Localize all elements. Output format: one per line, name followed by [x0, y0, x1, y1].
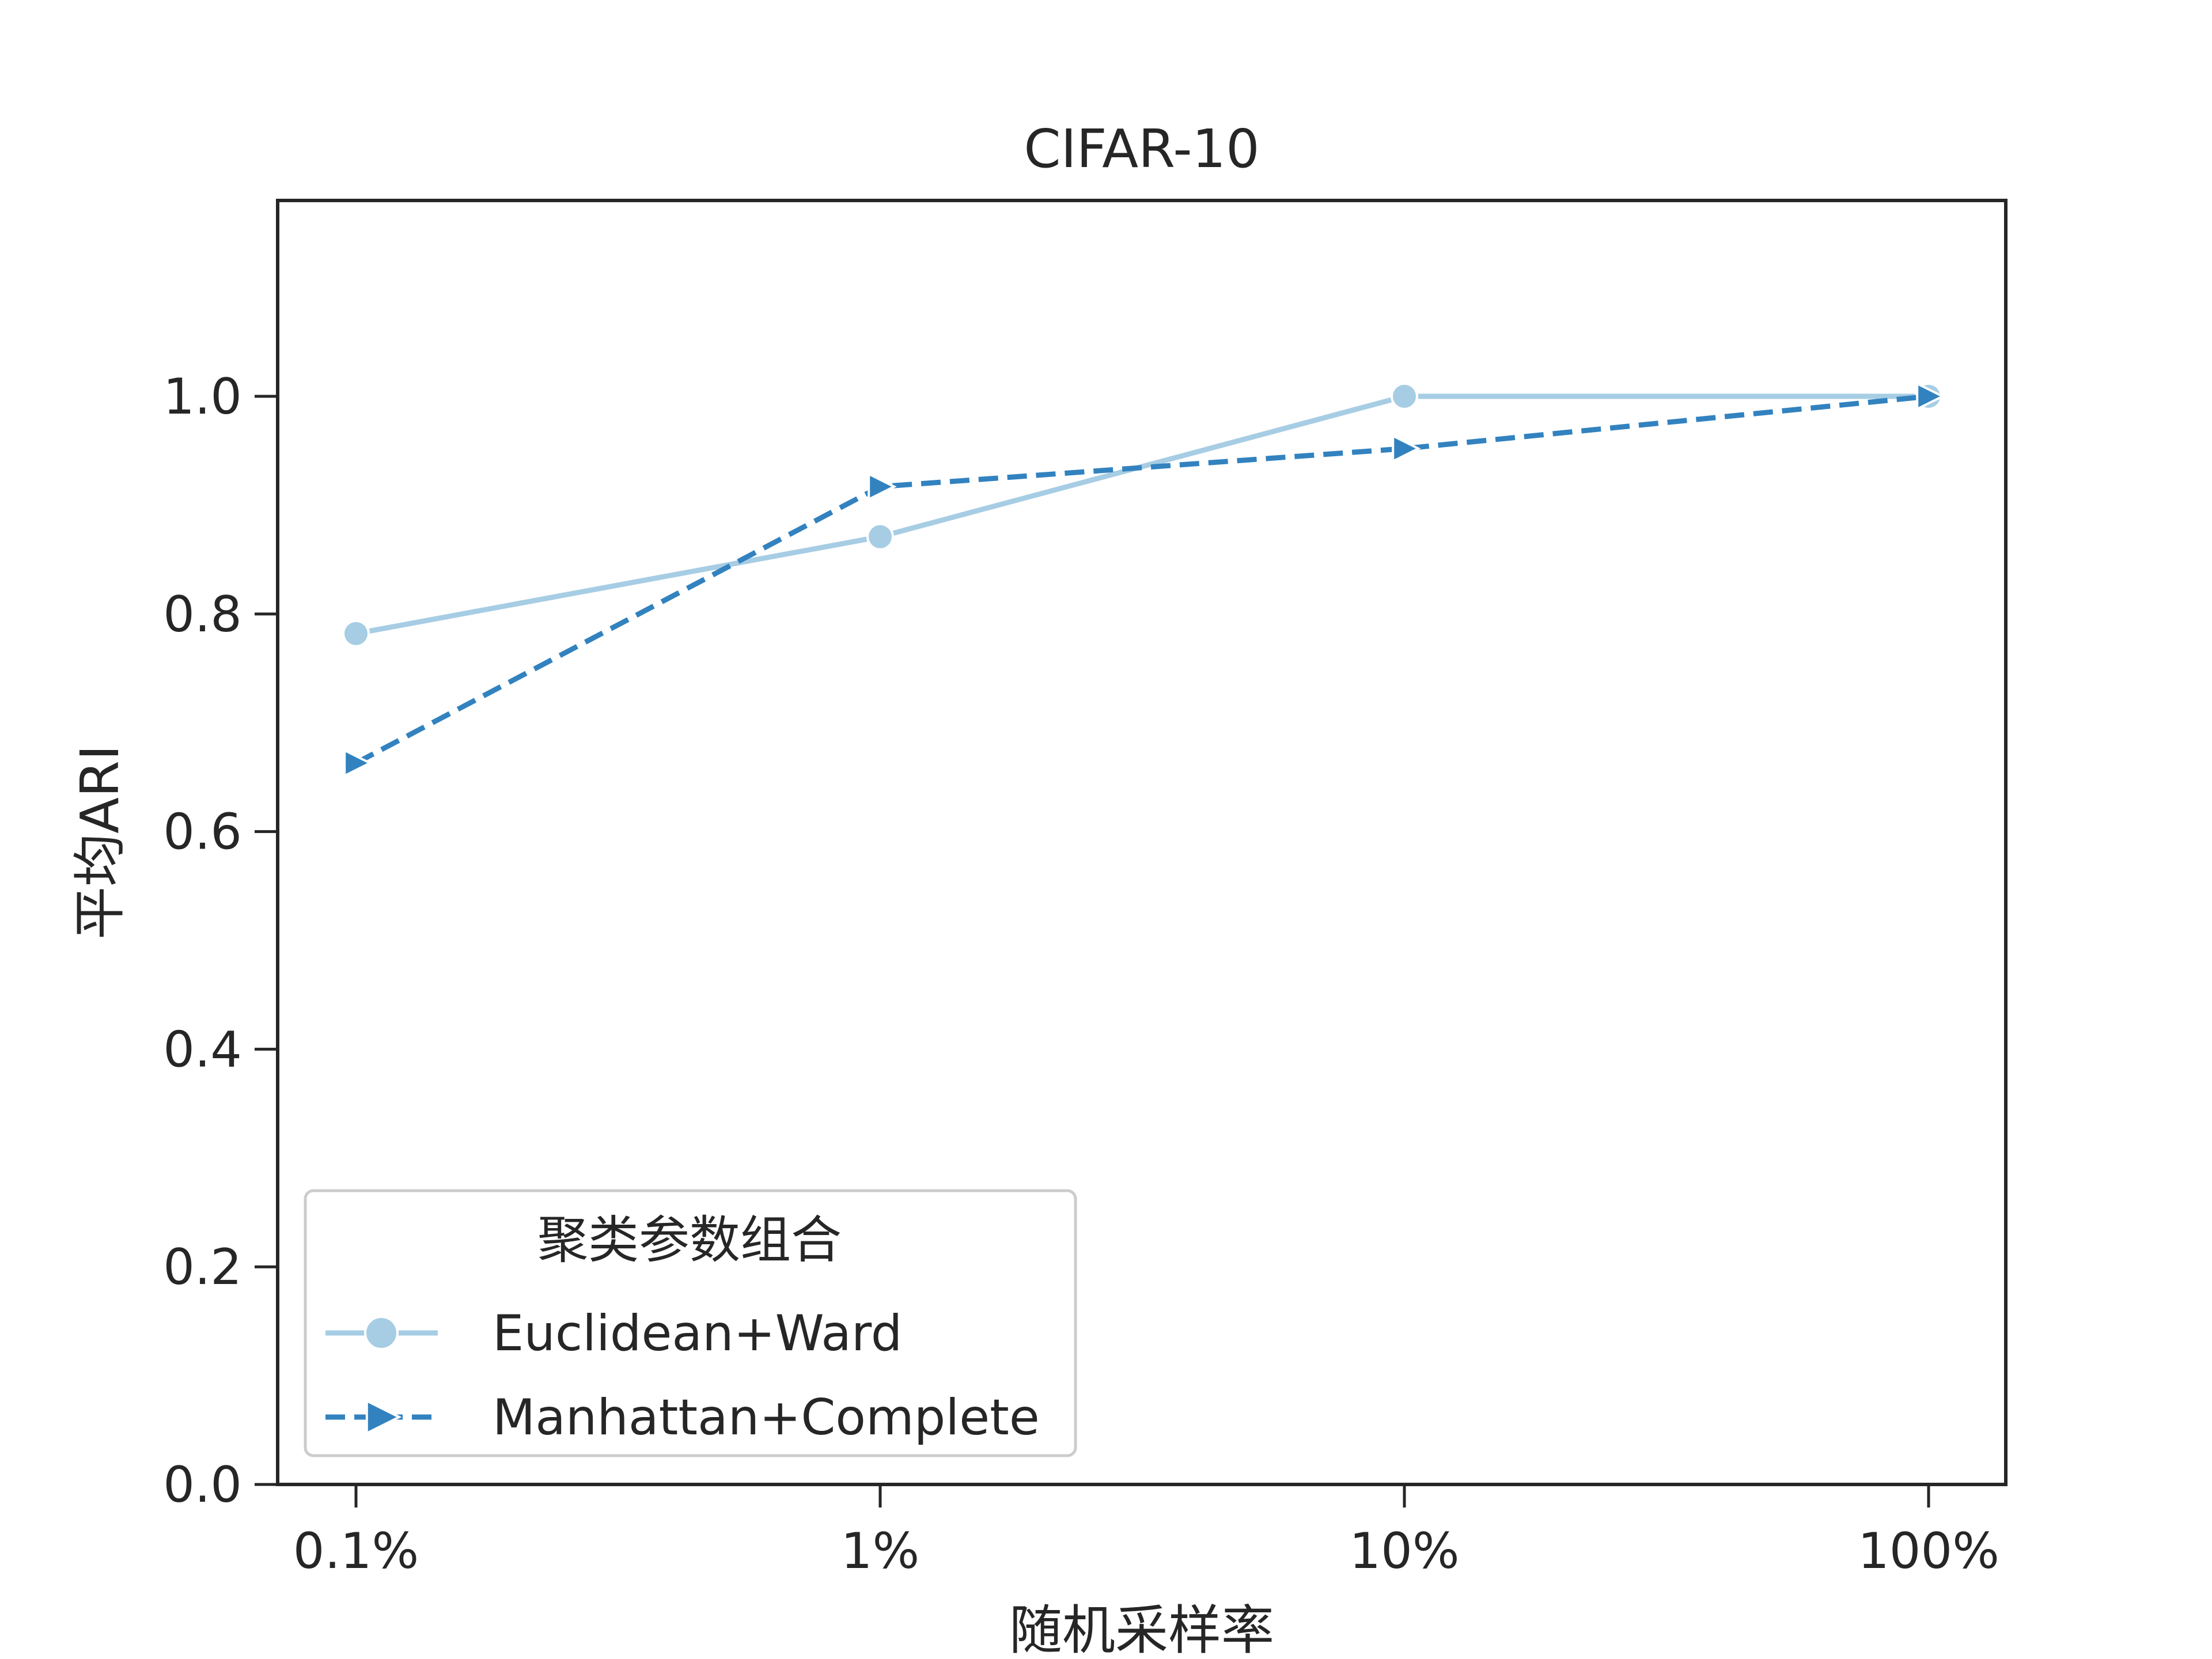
- series-line: [354, 393, 1929, 766]
- x-axis: 0.1% 1% 10% 100%: [293, 1484, 1999, 1580]
- data-point: [1392, 434, 1421, 463]
- legend-entry: Euclidean+Ward: [325, 1305, 902, 1362]
- y-tick-label: 0.6: [163, 804, 242, 861]
- x-tick-label: 1%: [841, 1522, 919, 1580]
- y-tick-label: 0.4: [163, 1021, 242, 1078]
- series-line: [355, 393, 1929, 637]
- legend: 聚类参数组合 Euclidean+Ward Manhattan+Complete: [304, 1189, 1077, 1457]
- legend-title: 聚类参数组合: [537, 1210, 842, 1270]
- plot-area: [276, 199, 2008, 1486]
- y-axis: 0.0 0.2 0.4 0.6 0.8 1.0: [163, 368, 278, 1514]
- data-point: [1916, 381, 1945, 411]
- x-tick-label: 10%: [1349, 1522, 1459, 1580]
- legend-box: [304, 1189, 1077, 1457]
- data-point: [866, 522, 894, 551]
- x-axis-label: 随机采样率: [1009, 1600, 1274, 1659]
- series-layer: [342, 381, 1945, 778]
- y-tick-label: 0.8: [163, 586, 242, 643]
- data-point: [343, 748, 373, 778]
- legend-marker: [364, 1316, 399, 1350]
- legend-label: Euclidean+Ward: [493, 1305, 902, 1362]
- series-2: [343, 381, 1945, 778]
- legend-label: Manhattan+Complete: [493, 1389, 1040, 1446]
- axes-frame: [276, 199, 2008, 1486]
- y-tick-label: 0.0: [163, 1456, 242, 1514]
- legend-marker: [365, 1399, 402, 1435]
- x-tick-label: 100%: [1858, 1522, 1999, 1580]
- chart-title: CIFAR-10: [1024, 118, 1259, 180]
- y-axis-label: 平均ARI: [69, 745, 131, 940]
- data-point: [868, 472, 897, 502]
- x-tick-label: 0.1%: [293, 1522, 419, 1580]
- y-tick-label: 1.0: [163, 368, 242, 426]
- legend-entries: Euclidean+Ward Manhattan+Complete: [325, 1305, 1040, 1446]
- data-point: [1391, 382, 1418, 411]
- y-tick-label: 0.2: [163, 1238, 242, 1296]
- data-point: [342, 619, 370, 647]
- legend-entry: Manhattan+Complete: [325, 1389, 1040, 1446]
